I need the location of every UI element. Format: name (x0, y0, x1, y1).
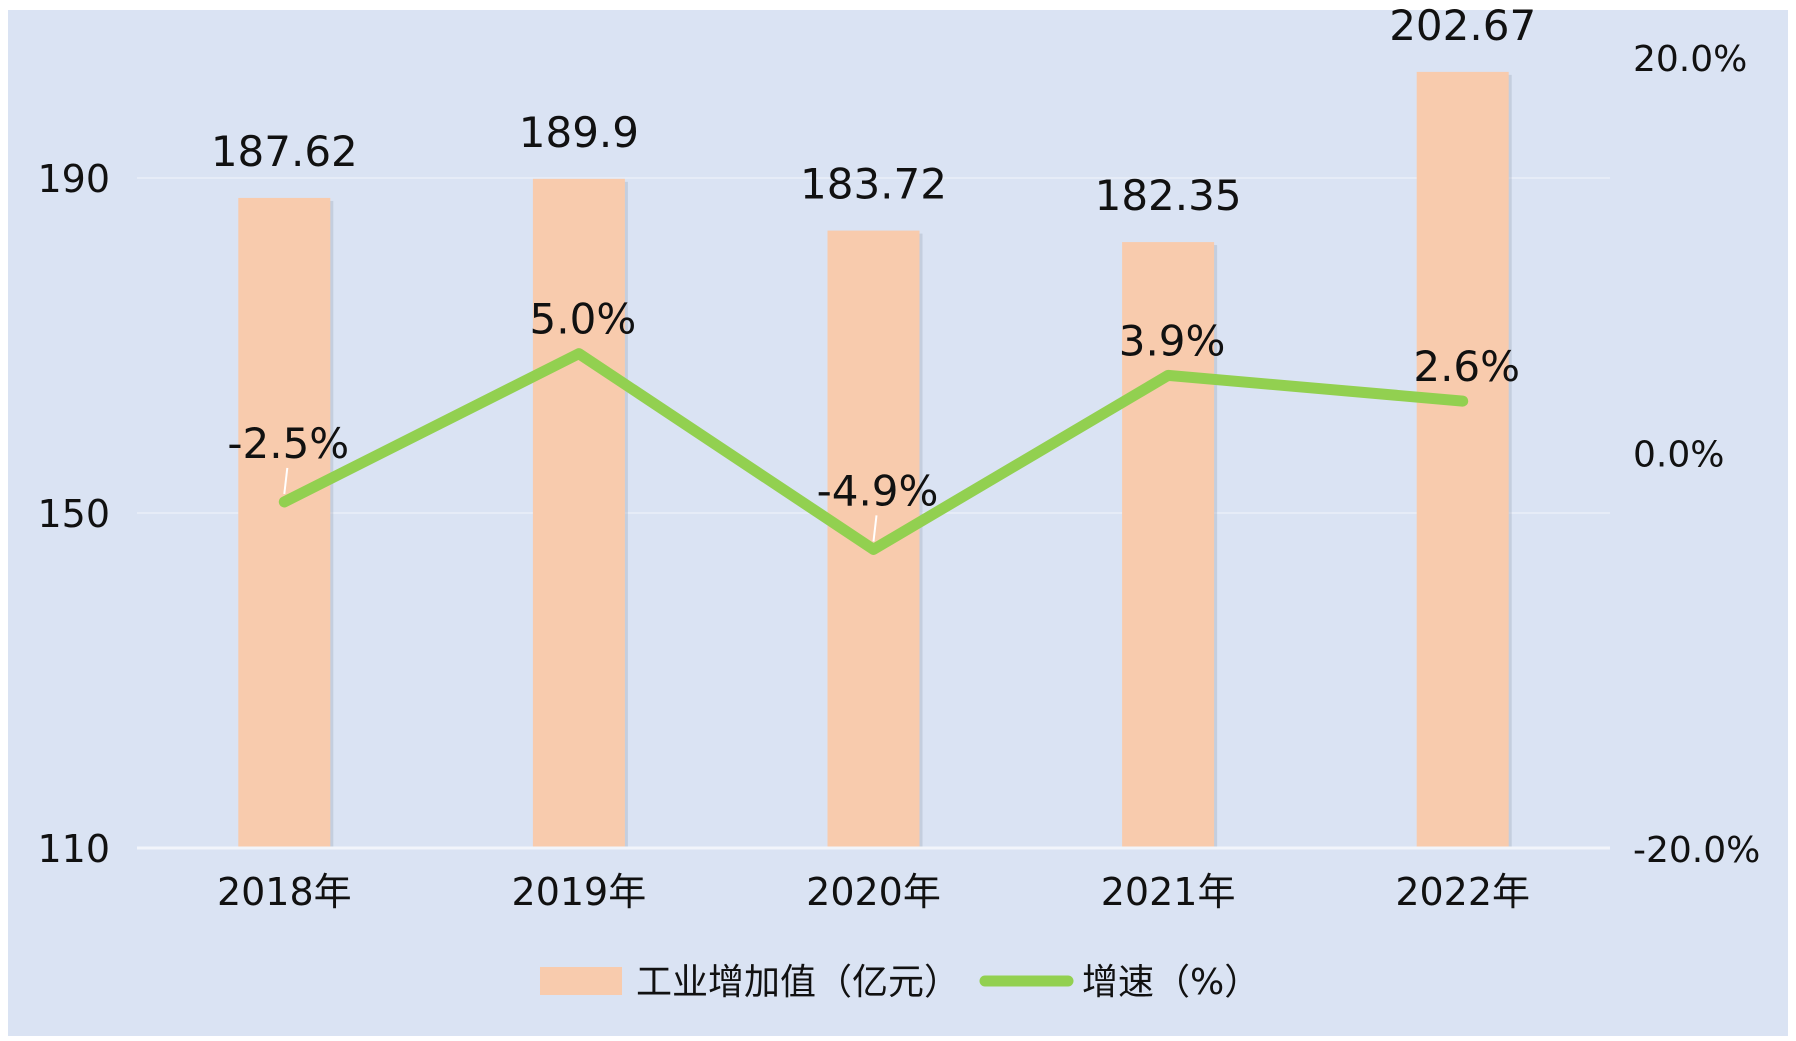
line-data-label: 3.9% (1119, 316, 1226, 365)
bar (238, 197, 331, 848)
x-tick-label: 2022年 (1395, 870, 1530, 914)
data-label-leader (283, 467, 289, 495)
bar (532, 178, 625, 848)
x-tick-label: 2019年 (512, 870, 647, 914)
line-data-label: -4.9% (817, 466, 939, 515)
y-left-tick-label: 150 (37, 492, 110, 536)
bar-data-label: 183.72 (800, 160, 947, 209)
x-tick-label: 2018年 (217, 870, 352, 914)
x-tick-label: 2020年 (806, 870, 941, 914)
line-point (281, 498, 288, 505)
bar-data-label: 187.62 (211, 127, 358, 176)
line-data-label: -2.5% (227, 419, 349, 468)
legend-bar-label: 工业增加值（亿元） (636, 962, 960, 1003)
data-label-leader (872, 515, 878, 542)
bar-data-label: 202.67 (1389, 1, 1536, 50)
line-point (1165, 372, 1172, 379)
line-point (870, 546, 877, 553)
legend-line-label: 增速（%） (1082, 962, 1260, 1003)
bar-data-label: 182.35 (1095, 171, 1242, 220)
bar (1416, 71, 1509, 849)
bar (1122, 242, 1215, 849)
y-left-tick-label: 110 (37, 827, 110, 871)
line-point (1459, 398, 1466, 405)
y-right-tick-label: 0.0% (1633, 435, 1724, 476)
y-left-tick-label: 190 (37, 157, 110, 201)
line-data-label: 2.6% (1413, 342, 1520, 391)
x-tick-label: 2021年 (1101, 870, 1236, 914)
legend-bar-swatch (540, 967, 622, 995)
y-right-tick-label: 20.0% (1633, 39, 1747, 80)
y-right-tick-label: -20.0% (1633, 830, 1760, 871)
bar-data-label: 189.9 (519, 108, 639, 157)
line-point (575, 350, 582, 357)
line-data-label: 5.0% (530, 295, 637, 344)
